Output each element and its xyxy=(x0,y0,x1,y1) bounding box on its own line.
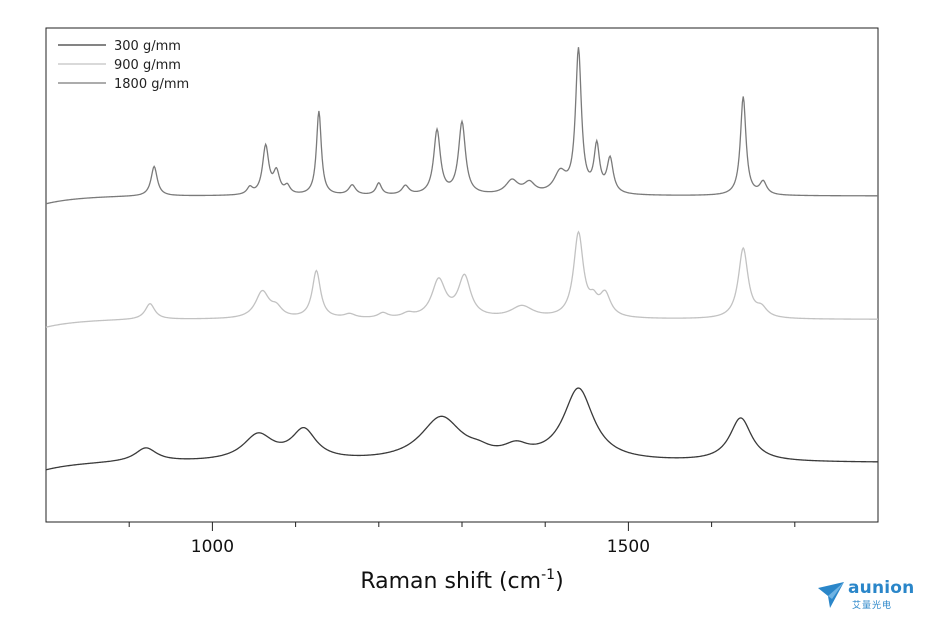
series-layer xyxy=(45,47,879,471)
series-line-1 xyxy=(45,387,878,471)
plot-frame xyxy=(45,27,879,523)
series-line-2 xyxy=(45,230,879,328)
aunion-logo: aunion 艾量光电 xyxy=(816,578,916,612)
legend-label: 1800 g/mm xyxy=(114,77,189,92)
x-axis-title-superscript: -1 xyxy=(541,567,555,583)
x-tick-label: 1500 xyxy=(607,537,650,557)
legend: 300 g/mm 900 g/mm 1800 g/mm xyxy=(58,39,189,92)
x-tick-label: 1000 xyxy=(191,537,234,557)
legend-label: 900 g/mm xyxy=(114,58,181,73)
x-axis-ticks: 1000 1500 xyxy=(128,522,796,557)
series-line-3 xyxy=(45,47,878,205)
logo-wordmark: aunion xyxy=(848,578,915,598)
x-axis-title: Raman shift (cm-1) xyxy=(360,567,563,594)
x-axis-title-close: ) xyxy=(555,569,564,594)
paper-plane-icon xyxy=(818,582,844,608)
legend-label: 300 g/mm xyxy=(114,39,181,54)
logo-subtitle: 艾量光电 xyxy=(852,601,893,611)
